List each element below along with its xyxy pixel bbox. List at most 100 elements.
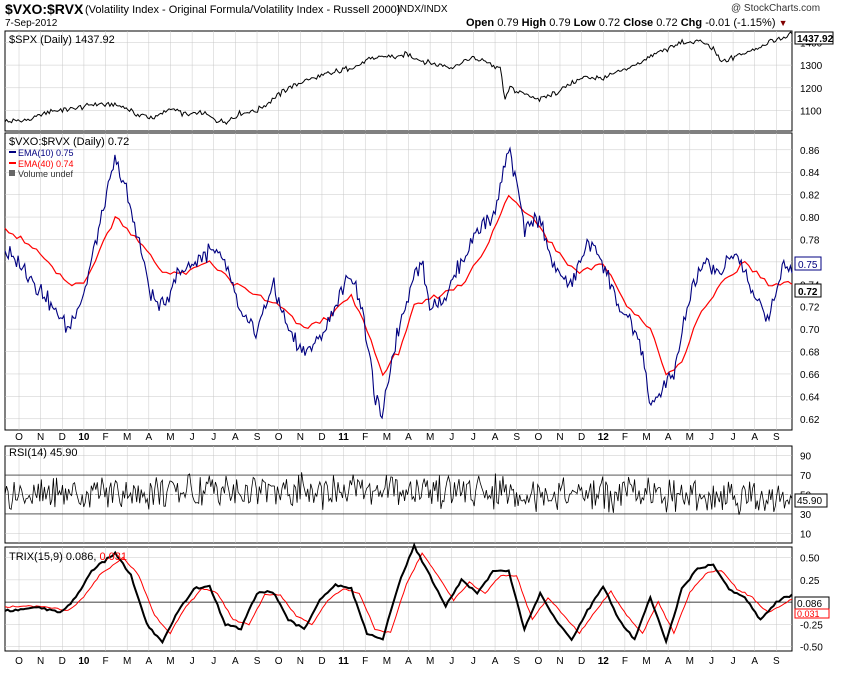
price-last-value: 0.72 bbox=[798, 287, 818, 298]
x-tick-label: J bbox=[190, 432, 195, 443]
legend-volume: Volume undef bbox=[18, 169, 74, 179]
y-tick-label: -0.25 bbox=[800, 620, 823, 631]
y-tick-label: 1200 bbox=[800, 84, 823, 95]
main-panel bbox=[4, 132, 793, 431]
trix-signal-line bbox=[4, 552, 793, 635]
x-tick-label: N bbox=[556, 656, 563, 667]
close-label: Close bbox=[623, 17, 654, 29]
down-triangle-icon: ▼ bbox=[778, 18, 788, 28]
low-label: Low bbox=[573, 17, 596, 29]
x-tick-label: M bbox=[123, 656, 131, 667]
y-tick-label: 0.62 bbox=[800, 415, 820, 426]
x-tick-label: M bbox=[166, 432, 174, 443]
x-tick-label: M bbox=[383, 656, 391, 667]
x-tick-label: A bbox=[492, 656, 499, 667]
x-tick-label: J bbox=[449, 656, 454, 667]
spx-last-tag: 1437.92 bbox=[794, 31, 834, 45]
x-tick-label: M bbox=[123, 432, 131, 443]
y-tick-label: 90 bbox=[800, 452, 812, 463]
x-tick-label: S bbox=[773, 656, 780, 667]
x-tick-label: A bbox=[665, 432, 672, 443]
x-tick-label: O bbox=[534, 432, 542, 443]
x-tick-label: J bbox=[211, 656, 216, 667]
ema10-last-value: 0.75 bbox=[798, 260, 818, 271]
x-tick-label: 12 bbox=[598, 656, 610, 667]
x-tick-label: S bbox=[773, 432, 780, 443]
y-tick-label: 0.68 bbox=[800, 348, 820, 359]
ohlc-readout: Open 0.79 High 0.79 Low 0.72 Close 0.72 … bbox=[466, 17, 787, 29]
trix-panel bbox=[4, 546, 793, 652]
y-tick-label: 0.66 bbox=[800, 370, 820, 381]
x-tick-label: A bbox=[232, 432, 239, 443]
x-tick-label: O bbox=[275, 656, 283, 667]
x-tick-label: J bbox=[709, 656, 714, 667]
x-tick-label: A bbox=[751, 432, 758, 443]
x-tick-label: A bbox=[145, 432, 152, 443]
ema10-line bbox=[4, 146, 793, 420]
x-tick-label: D bbox=[578, 656, 585, 667]
x-tick-label: D bbox=[59, 656, 66, 667]
x-tick-label: S bbox=[513, 656, 520, 667]
x-tick-label: 11 bbox=[338, 432, 349, 443]
x-tick-label: O bbox=[534, 656, 542, 667]
trix-last-tag: 0.086 0.031 bbox=[794, 596, 830, 619]
spx-panel-title: $SPX (Daily) 1437.92 bbox=[9, 34, 115, 46]
x-tick-label: J bbox=[190, 656, 195, 667]
open-value: 0.79 bbox=[497, 17, 519, 29]
y-tick-label: 70 bbox=[800, 471, 812, 482]
close-value: 0.72 bbox=[656, 17, 678, 29]
ema10-last-tag: 0.75 bbox=[794, 256, 822, 271]
trix-last-value: 0.086 bbox=[797, 599, 822, 610]
x-tick-label: J bbox=[731, 656, 736, 667]
x-tick-label: F bbox=[362, 432, 368, 443]
x-tick-label: S bbox=[254, 656, 261, 667]
x-tick-label: M bbox=[426, 432, 434, 443]
x-tick-label: 10 bbox=[78, 432, 90, 443]
y-tick-label: 10 bbox=[800, 529, 812, 540]
x-tick-label: N bbox=[556, 432, 563, 443]
x-tick-label: D bbox=[578, 432, 585, 443]
x-tick-label: A bbox=[492, 432, 499, 443]
rsi-line bbox=[4, 472, 793, 515]
y-tick-label: 0.70 bbox=[800, 325, 820, 336]
x-tick-label: A bbox=[145, 656, 152, 667]
volume-legend-swatch bbox=[9, 170, 15, 176]
rsi-panel-title: RSI(14) 45.90 bbox=[9, 447, 77, 459]
copyright-label: @ StockCharts.com bbox=[731, 3, 821, 14]
x-tick-label: J bbox=[731, 432, 736, 443]
trix-signal-value: 0.031 bbox=[100, 551, 128, 563]
x-tick-label: O bbox=[15, 432, 23, 443]
x-tick-label: M bbox=[426, 656, 434, 667]
x-tick-label: D bbox=[318, 432, 325, 443]
y-tick-label: 30 bbox=[800, 510, 812, 521]
y-tick-label: 1300 bbox=[800, 61, 823, 72]
x-tick-label: J bbox=[471, 432, 476, 443]
y-tick-label: 0.78 bbox=[800, 235, 820, 246]
x-tick-label: N bbox=[297, 656, 304, 667]
rsi-last-tag: 45.90 bbox=[794, 493, 828, 508]
y-tick-label: 0.72 bbox=[800, 303, 820, 314]
x-tick-label: A bbox=[232, 656, 239, 667]
high-value: 0.79 bbox=[549, 17, 571, 29]
trix-line bbox=[4, 542, 793, 645]
y-tick-label: 0.50 bbox=[800, 554, 820, 565]
x-tick-label: M bbox=[642, 656, 650, 667]
x-tick-label: F bbox=[622, 432, 628, 443]
y-tick-label: 0.25 bbox=[800, 576, 820, 587]
x-tick-label: O bbox=[15, 656, 23, 667]
exchange-label: INDX/INDX bbox=[397, 4, 448, 15]
rsi-last-value: 45.90 bbox=[797, 496, 822, 507]
x-tick-label: S bbox=[254, 432, 261, 443]
main-panel-title: $VXO:$RVX (Daily) 0.72 bbox=[9, 136, 129, 148]
y-tick-label: 1100 bbox=[800, 107, 822, 118]
x-tick-label: J bbox=[471, 656, 476, 667]
x-tick-label: 12 bbox=[598, 432, 610, 443]
y-tick-label: 0.84 bbox=[800, 168, 820, 179]
x-tick-label: M bbox=[686, 656, 694, 667]
x-tick-label: D bbox=[318, 656, 325, 667]
open-label: Open bbox=[466, 17, 495, 29]
x-tick-label: D bbox=[59, 432, 66, 443]
legend: EMA(10) 0.75 EMA(40) 0.74 Volume undef bbox=[9, 148, 74, 179]
x-tick-label: N bbox=[37, 432, 44, 443]
